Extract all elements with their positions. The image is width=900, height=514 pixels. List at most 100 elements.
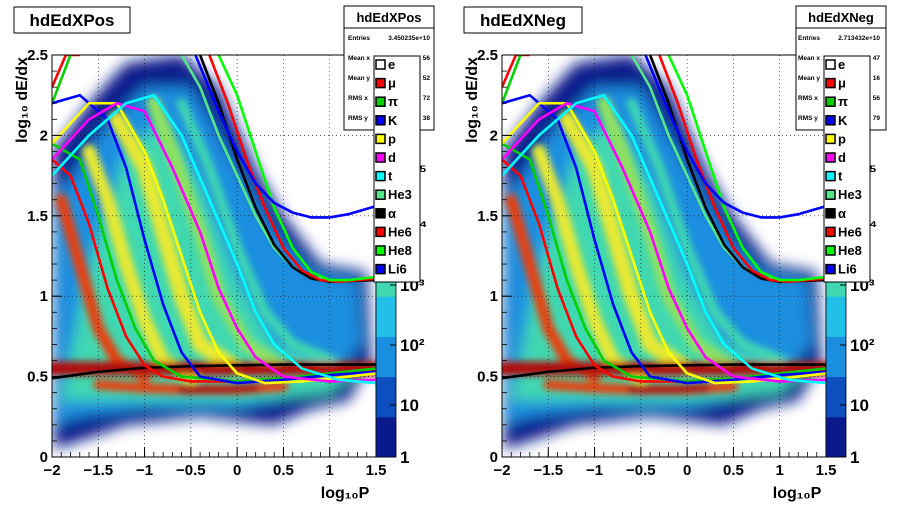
color-scale-segment — [826, 366, 846, 378]
x-tick-label: 1.5 — [816, 462, 837, 479]
curve-pi_b — [52, 142, 376, 383]
x-tick-label: −1.5 — [533, 462, 563, 479]
curve-d — [52, 101, 376, 383]
curve-He8 — [667, 55, 826, 282]
legend-label-Li6: Li6 — [388, 262, 407, 277]
y-tick-label: 1.5 — [27, 208, 48, 225]
x-tick-label: −2 — [493, 462, 510, 479]
color-scale-segment — [826, 326, 846, 337]
color-scale-segment — [826, 416, 846, 428]
stats-row-label: Entries — [798, 35, 820, 42]
legend-marker-d — [375, 152, 386, 163]
stats-row-value: 72 — [423, 95, 431, 102]
stats-row-label: Mean y — [798, 75, 820, 82]
legend-label-He3: He3 — [838, 187, 862, 202]
x-tick-label: 1.5 — [366, 462, 387, 479]
y-tick-label: 2 — [40, 127, 48, 144]
density-band-2 — [108, 111, 246, 377]
color-scale-segment — [376, 426, 396, 438]
color-scale-label: 10² — [400, 336, 425, 355]
color-scale-label: 10² — [850, 336, 875, 355]
legend-label-p: p — [838, 131, 846, 146]
y-axis-label: log₁₀ dE/dx — [464, 57, 481, 143]
color-scale-segment — [376, 446, 396, 458]
legend-marker-pi — [825, 96, 836, 107]
legend-marker-pi — [375, 96, 386, 107]
legend-marker-K — [375, 115, 386, 126]
stats-row-label: Mean y — [348, 75, 370, 82]
stats-title: hdEdXNeg — [808, 10, 874, 25]
legend-label-d: d — [838, 150, 846, 165]
legend-label-He3: He3 — [388, 187, 412, 202]
legend-marker-p — [825, 133, 836, 145]
legend-label-pi: π — [388, 94, 398, 109]
legend-marker-He6 — [825, 226, 836, 238]
x-tick-label: 0.5 — [723, 462, 744, 479]
curve-pi_b — [502, 142, 826, 383]
color-scale-segment — [376, 286, 396, 297]
color-scale-segment — [826, 336, 846, 347]
color-scale-segment — [826, 386, 846, 398]
color-scale-segment — [376, 366, 396, 378]
color-scale-segment — [826, 406, 846, 418]
color-scale-segment — [376, 336, 396, 347]
curve-e — [52, 363, 376, 380]
legend-marker-mu — [825, 77, 836, 89]
legend-marker-He8 — [825, 245, 836, 256]
x-tick-label: −2 — [43, 462, 60, 479]
color-scale-segment — [376, 346, 396, 357]
band-curves — [52, 55, 376, 385]
y-tick-label: 0.5 — [27, 369, 48, 386]
legend-label-He6: He6 — [388, 224, 412, 239]
x-tick-label: −1 — [136, 462, 153, 479]
density-band-4 — [176, 98, 335, 366]
color-scale-segment — [826, 446, 846, 458]
x-tick-label: 1 — [776, 462, 784, 479]
panel-title: hdEdXNeg — [480, 11, 566, 30]
legend-label-d: d — [388, 150, 396, 165]
x-tick-label: −1.5 — [83, 462, 113, 479]
y-tick-label: 2.5 — [27, 47, 48, 64]
stats-row-label: RMS x — [348, 95, 368, 102]
legend-marker-t — [375, 170, 386, 182]
color-scale-segment — [376, 296, 396, 307]
legend-marker-K — [825, 115, 836, 126]
x-tick-label: −0.5 — [176, 462, 206, 479]
legend-label-mu: μ — [388, 76, 396, 91]
legend-marker-t — [825, 170, 836, 182]
axis-ticks: −2 −1.5 −1 −0.5 0 0.5 1 1.5 0 0.5 1 1.5 2 2.5 — [27, 47, 386, 479]
x-tick-label: −1 — [586, 462, 603, 479]
y-tick-label: 0 — [40, 449, 48, 466]
color-scale-segment — [376, 386, 396, 398]
density-band-4 — [626, 98, 785, 366]
y-tick-label: 2 — [490, 127, 498, 144]
legend-marker-e — [825, 59, 836, 70]
legend-label-He8: He8 — [388, 243, 412, 258]
y-tick-label: 2.5 — [477, 47, 498, 64]
x-tick-label: 0 — [683, 462, 691, 479]
band-curves — [502, 55, 826, 385]
stats-row-value: 79 — [873, 115, 881, 122]
stats-row-value: 16 — [873, 75, 881, 82]
legend-marker-He8 — [375, 245, 386, 256]
legend-marker-alpha — [375, 208, 386, 219]
curve-t — [502, 93, 826, 385]
color-scale-segment — [826, 426, 846, 438]
color-scale-segment — [826, 376, 846, 388]
panel-title-box: hdEdXPos — [13, 6, 131, 34]
curve-Li6 — [644, 55, 826, 219]
legend-label-He6: He6 — [838, 224, 862, 239]
panel-title-box: hdEdXNeg — [463, 6, 583, 34]
y-tick-label: 0 — [490, 449, 498, 466]
color-scale-segment — [376, 406, 396, 418]
color-scale-segment — [376, 306, 396, 317]
curve-He3 — [630, 55, 826, 282]
color-scale-segment — [376, 316, 396, 327]
legend-label-alpha: α — [388, 206, 396, 221]
color-scale-segment — [826, 316, 846, 327]
legend-label-t: t — [388, 169, 393, 184]
color-scale-label: 10 — [400, 396, 419, 415]
color-scale-label: 1 — [850, 448, 859, 467]
